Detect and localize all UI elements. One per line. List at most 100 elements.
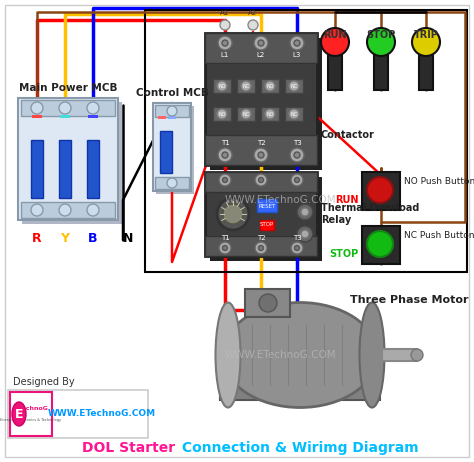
Circle shape [289, 81, 299, 91]
Text: T2: T2 [257, 235, 265, 241]
Bar [158, 116, 166, 119]
Circle shape [259, 294, 277, 312]
Bar [21, 202, 115, 218]
Circle shape [167, 106, 177, 116]
Text: WWW.ETechnoG.COM: WWW.ETechnoG.COM [224, 350, 336, 360]
Circle shape [31, 204, 43, 216]
Text: STOP: STOP [366, 30, 396, 40]
Circle shape [301, 208, 309, 216]
Text: A1: A1 [220, 10, 229, 16]
Circle shape [59, 204, 71, 216]
Text: NO: NO [218, 84, 226, 89]
Circle shape [223, 204, 243, 224]
Text: ETechnoG: ETechnoG [14, 406, 48, 411]
Bar [237, 107, 255, 121]
Ellipse shape [359, 303, 384, 407]
Text: L3: L3 [293, 52, 301, 58]
Bar [205, 135, 317, 165]
Bar [205, 172, 317, 192]
Bar [382, 349, 417, 361]
Bar [88, 115, 98, 118]
Bar [59, 140, 71, 198]
Bar [374, 55, 388, 90]
Circle shape [291, 174, 303, 186]
Bar [8, 390, 148, 438]
Bar [220, 382, 380, 400]
Circle shape [31, 102, 43, 114]
Text: R: R [32, 232, 42, 245]
Bar [155, 105, 189, 117]
Bar [237, 79, 255, 93]
Circle shape [167, 178, 177, 188]
Text: DOL Starter: DOL Starter [82, 441, 175, 455]
Text: NC: NC [291, 111, 298, 116]
Text: STOP: STOP [330, 249, 359, 259]
Circle shape [294, 245, 300, 250]
Bar [213, 79, 231, 93]
Circle shape [241, 109, 251, 119]
Text: RUN: RUN [336, 195, 359, 205]
Bar [261, 79, 279, 93]
Bar [362, 172, 400, 210]
Bar [210, 38, 322, 170]
Circle shape [367, 28, 395, 56]
Circle shape [217, 109, 227, 119]
Bar [31, 140, 43, 198]
Bar [257, 199, 277, 212]
Circle shape [222, 245, 228, 250]
Bar [87, 140, 99, 198]
Bar [145, 0, 464, 10]
Text: Main Power MCB: Main Power MCB [19, 83, 117, 93]
Bar [210, 177, 322, 261]
Circle shape [248, 20, 258, 30]
Text: Three Phase Motor: Three Phase Motor [350, 295, 468, 305]
Bar [205, 33, 317, 165]
Circle shape [222, 152, 228, 158]
Circle shape [265, 109, 275, 119]
Circle shape [258, 152, 264, 158]
Text: Designed By: Designed By [13, 377, 74, 387]
Circle shape [255, 242, 267, 254]
Text: NO: NO [266, 84, 274, 89]
Bar [155, 177, 189, 189]
Text: RESET: RESET [258, 203, 275, 208]
Text: B: B [88, 232, 98, 245]
Text: T2: T2 [257, 140, 265, 146]
Ellipse shape [216, 303, 240, 407]
Circle shape [294, 40, 300, 46]
Text: NO: NO [218, 111, 226, 116]
Circle shape [321, 28, 349, 56]
Circle shape [222, 177, 228, 182]
Bar [328, 55, 342, 90]
Bar [156, 106, 194, 194]
Circle shape [218, 148, 232, 162]
Text: T3: T3 [292, 235, 301, 241]
Text: A2: A2 [248, 10, 257, 16]
Bar [22, 102, 122, 224]
Bar [18, 98, 118, 220]
Circle shape [255, 174, 267, 186]
Text: STOP: STOP [260, 223, 274, 227]
Text: T1: T1 [220, 235, 229, 241]
Circle shape [217, 198, 249, 230]
Bar [285, 107, 303, 121]
Text: TRIP: TRIP [413, 30, 438, 40]
Bar [260, 220, 274, 230]
Text: RUN: RUN [323, 30, 347, 40]
Text: Contactor: Contactor [321, 130, 375, 140]
Text: NC: NC [242, 111, 250, 116]
Circle shape [294, 177, 300, 182]
Circle shape [258, 245, 264, 250]
Circle shape [87, 204, 99, 216]
Text: T1: T1 [220, 140, 229, 146]
Circle shape [412, 28, 440, 56]
Circle shape [217, 81, 227, 91]
Text: NC: NC [242, 84, 250, 89]
Text: Thermal Overload
Relay: Thermal Overload Relay [321, 203, 419, 225]
Bar [205, 33, 317, 63]
Bar [205, 172, 317, 256]
Circle shape [222, 40, 228, 46]
Circle shape [297, 204, 313, 220]
Bar [145, 10, 467, 272]
Text: L1: L1 [221, 52, 229, 58]
